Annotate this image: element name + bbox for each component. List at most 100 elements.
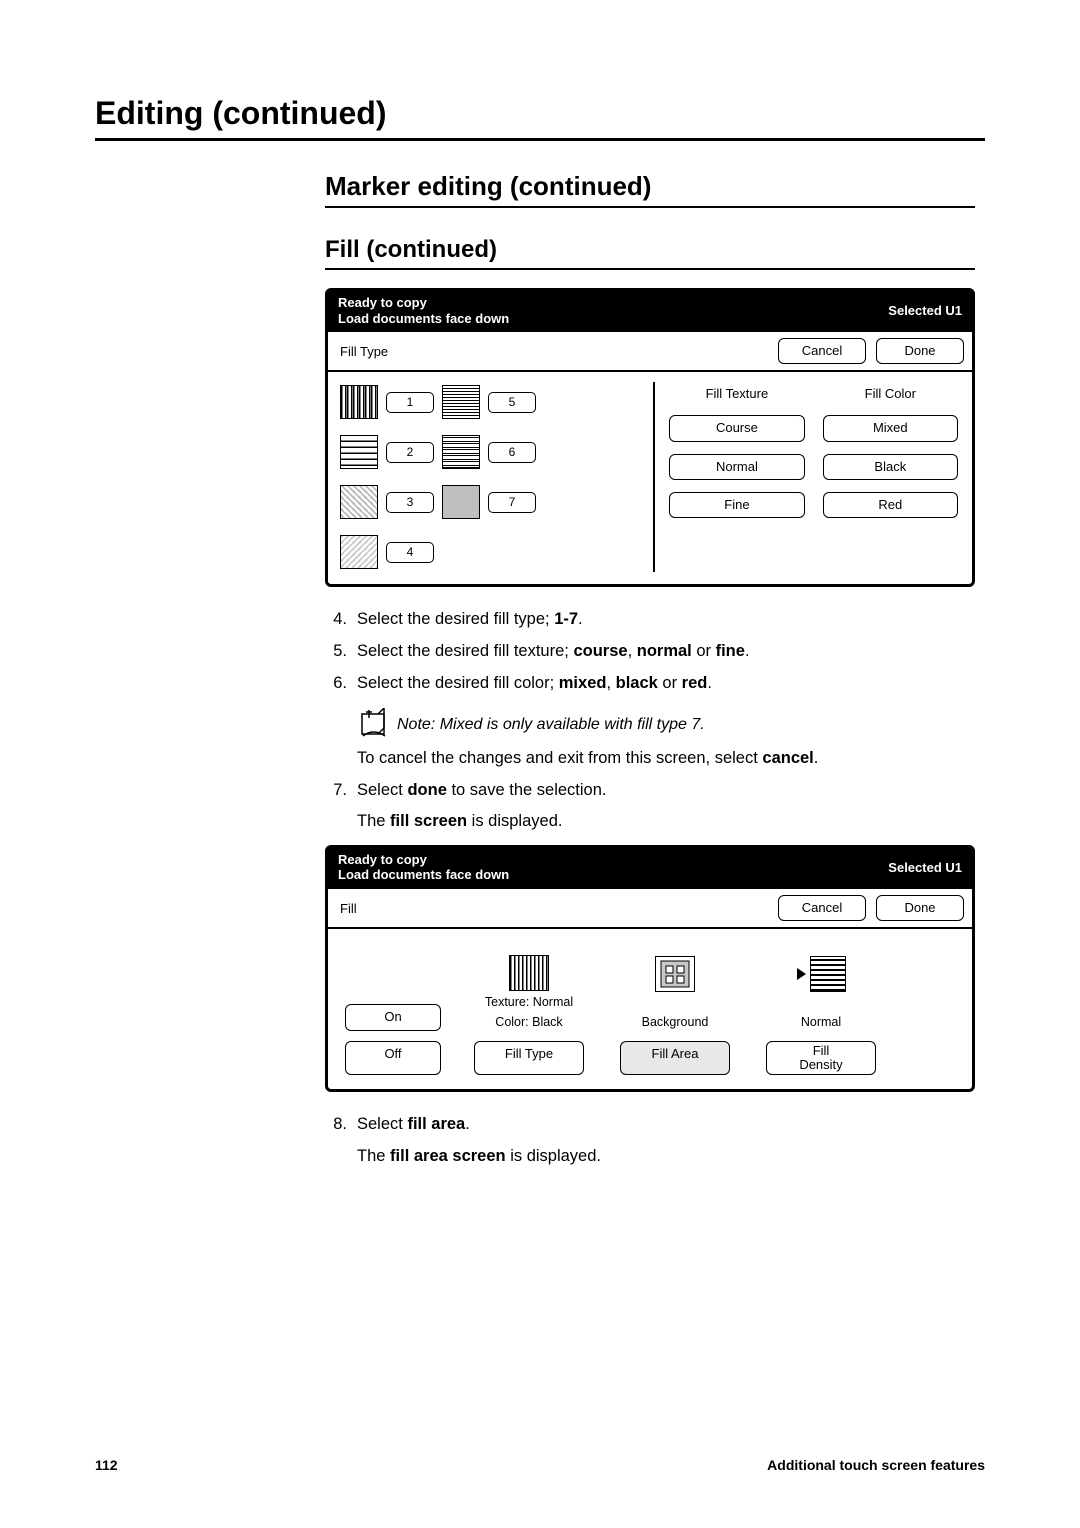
screen1-right-panel: Fill Texture Fill Color Course Mixed Nor… <box>669 382 964 572</box>
texture-value-label: Texture: Normal <box>485 995 573 1011</box>
steps-block-2: 8. Select fill area. The fill area scree… <box>325 1112 975 1169</box>
step-8-sub-bold: fill area screen <box>390 1147 506 1165</box>
density-icon <box>797 956 846 992</box>
page-title-h3: Fill (continued) <box>325 236 975 270</box>
background-preview: Background <box>642 956 709 1031</box>
screen2-status-2: Load documents face down <box>338 867 509 883</box>
step-6-pre: Select the desired fill color; <box>357 674 559 692</box>
screen1-header: Ready to copy Load documents face down S… <box>328 291 972 332</box>
screen2-titlebar: Fill Cancel Done <box>328 889 972 929</box>
note-text: Note: Mixed is only available with fill … <box>397 713 705 738</box>
content-column: Marker editing (continued) Fill (continu… <box>325 171 975 1169</box>
screen2-row1: On Texture: Normal Color: Black Backgrou… <box>338 955 962 1030</box>
step-7-sub: The fill screen is displayed. <box>357 809 975 835</box>
density-preview: Normal <box>797 956 846 1031</box>
cancel-line-post: . <box>814 749 819 767</box>
fill-type-1-button[interactable]: 1 <box>386 392 434 413</box>
fill-density-l1: Fill <box>813 1043 830 1058</box>
screen1-selected: Selected U1 <box>888 303 962 319</box>
fill-type-screen: Ready to copy Load documents face down S… <box>325 288 975 587</box>
fill-density-l2: Density <box>799 1057 842 1072</box>
fill-off-button[interactable]: Off <box>345 1041 441 1076</box>
step-5-pre: Select the desired fill texture; <box>357 642 573 660</box>
step-5-b3: fine <box>716 642 745 660</box>
fill-color-heading: Fill Color <box>823 386 958 401</box>
color-mixed-button[interactable]: Mixed <box>823 415 958 441</box>
step-6-b1: mixed <box>559 674 607 692</box>
screen1-done-button[interactable]: Done <box>876 338 964 364</box>
step-4-bold: 1-7 <box>554 610 578 628</box>
fill-on-button[interactable]: On <box>345 1004 441 1030</box>
step-8-pre: Select <box>357 1115 407 1133</box>
density-normal-label: Normal <box>801 1015 841 1031</box>
fill-type-6-button[interactable]: 6 <box>488 442 536 463</box>
step-5-m2: or <box>692 642 716 660</box>
step-8: 8. Select fill area. <box>325 1112 975 1138</box>
step-4-text: Select the desired fill type; <box>357 610 554 628</box>
texture-normal-button[interactable]: Normal <box>669 454 804 480</box>
step-8-bold: fill area <box>407 1115 465 1133</box>
step-8-post: . <box>465 1115 470 1133</box>
stripes-icon <box>509 955 549 991</box>
step-7-sub-post: is displayed. <box>467 812 562 830</box>
fill-area-button[interactable]: Fill Area <box>620 1041 730 1076</box>
fill-type-3-button[interactable]: 3 <box>386 492 434 513</box>
step-7-bold: done <box>407 781 446 799</box>
step-5-b2: normal <box>637 642 692 660</box>
step-4: 4. Select the desired fill type; 1-7. <box>325 607 975 633</box>
step-7-sub-pre: The <box>357 812 390 830</box>
step-6-b3: red <box>682 674 708 692</box>
screen2-cancel-button[interactable]: Cancel <box>778 895 866 921</box>
page-footer: 112 Additional touch screen features <box>95 1457 985 1473</box>
step-8-sub: The fill area screen is displayed. <box>357 1144 975 1170</box>
swatch-3-icon <box>340 485 378 519</box>
footer-title: Additional touch screen features <box>767 1457 985 1473</box>
fill-density-button[interactable]: Fill Density <box>766 1041 876 1076</box>
swatch-4-icon <box>340 535 378 569</box>
note-icon <box>357 708 391 738</box>
fill-type-swatches: 1 5 2 6 3 7 4 <box>336 382 655 572</box>
swatch-2-icon <box>340 435 378 469</box>
step-4-post: . <box>578 610 583 628</box>
screen2-selected: Selected U1 <box>888 860 962 876</box>
screen2-done-button[interactable]: Done <box>876 895 964 921</box>
step-7: 7. Select done to save the selection. <box>325 778 975 804</box>
screen2-row2: Off Fill Type Fill Area Fill Density <box>338 1041 962 1076</box>
page-title-h1: Editing (continued) <box>95 95 985 141</box>
swatch-7-icon <box>442 485 480 519</box>
fill-type-2-button[interactable]: 2 <box>386 442 434 463</box>
screen2-header: Ready to copy Load documents face down S… <box>328 848 972 889</box>
step-5-m1: , <box>628 642 637 660</box>
screen1-status-2: Load documents face down <box>338 311 509 327</box>
fill-type-button[interactable]: Fill Type <box>474 1041 584 1076</box>
fill-type-5-button[interactable]: 5 <box>488 392 536 413</box>
fill-type-4-button[interactable]: 4 <box>386 542 434 563</box>
step-6-post: . <box>707 674 712 692</box>
cancel-line: To cancel the changes and exit from this… <box>357 746 975 772</box>
fill-texture-heading: Fill Texture <box>669 386 804 401</box>
page-number: 112 <box>95 1457 118 1473</box>
color-red-button[interactable]: Red <box>823 492 958 518</box>
step-6-m2: or <box>658 674 682 692</box>
color-black-button[interactable]: Black <box>823 454 958 480</box>
step-8-sub-post: is displayed. <box>506 1147 601 1165</box>
screen2-status-1: Ready to copy <box>338 852 509 868</box>
screen1-cancel-button[interactable]: Cancel <box>778 338 866 364</box>
step-5: 5. Select the desired fill texture; cour… <box>325 639 975 665</box>
texture-course-button[interactable]: Course <box>669 415 804 441</box>
background-label: Background <box>642 1015 709 1031</box>
fill-screen: Ready to copy Load documents face down S… <box>325 845 975 1092</box>
texture-fine-button[interactable]: Fine <box>669 492 804 518</box>
step-5-post: . <box>745 642 750 660</box>
cancel-line-pre: To cancel the changes and exit from this… <box>357 749 762 767</box>
color-value-label: Color: Black <box>495 1015 562 1031</box>
screen1-titlebar: Fill Type Cancel Done <box>328 332 972 372</box>
screen1-body: 1 5 2 6 3 7 4 Fill Texture Fill Color Co… <box>328 372 972 584</box>
swatch-6-icon <box>442 435 480 469</box>
fill-type-7-button[interactable]: 7 <box>488 492 536 513</box>
screen2-body: On Texture: Normal Color: Black Backgrou… <box>328 929 972 1089</box>
cancel-line-bold: cancel <box>762 749 813 767</box>
step-5-b1: course <box>573 642 627 660</box>
screen1-status-1: Ready to copy <box>338 295 509 311</box>
screen2-title: Fill <box>336 901 768 916</box>
